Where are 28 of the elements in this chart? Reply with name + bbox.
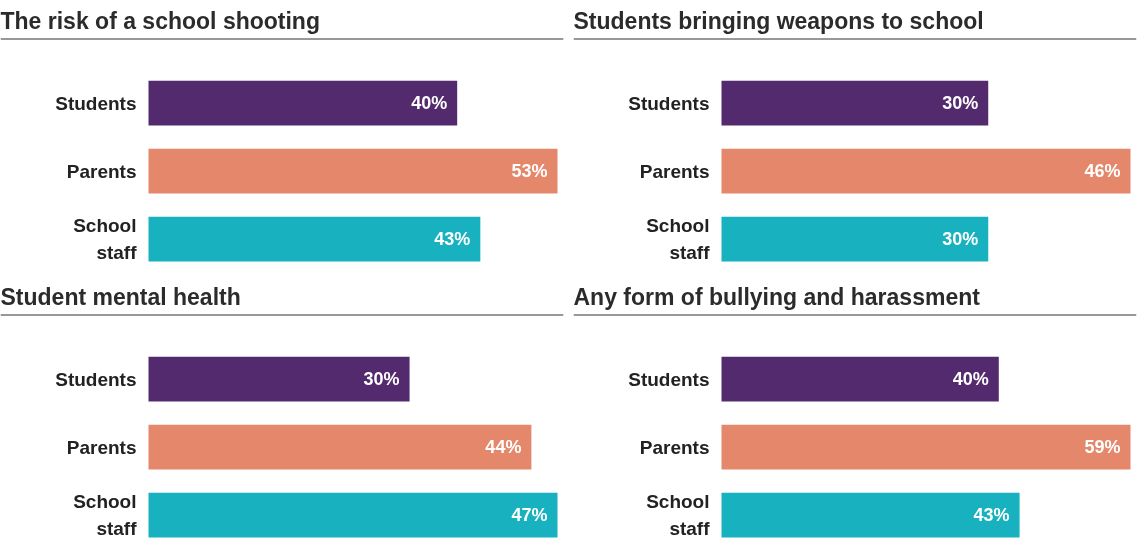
data-label: 53% [511,161,548,182]
chart-title: Student mental health [0,283,241,310]
data-label: 30% [942,93,979,114]
data-label: 46% [1084,161,1121,182]
y-tick-label: School staff [646,215,711,263]
chart-title: The risk of a school shooting [0,7,320,34]
data-label: 43% [434,229,471,250]
y-tick-label: Students [55,92,137,114]
chart-title: Students bringing weapons to school [573,7,984,34]
y-tick-label: Students [628,368,710,390]
data-label: 30% [942,229,979,250]
y-tick-label: School staff [73,491,138,539]
data-label: 40% [952,369,989,390]
y-tick-label: Parents [639,436,710,458]
data-label: 30% [363,369,400,390]
data-label: 47% [511,505,548,526]
chart-title: Any form of bullying and harassment [573,283,981,310]
y-tick-label: Parents [66,436,137,458]
y-tick-label: Students [55,368,137,390]
data-label: 59% [1084,437,1121,458]
y-tick-label: School staff [646,491,711,539]
data-label: 40% [411,93,448,114]
data-label: 43% [973,505,1010,526]
y-tick-label: Students [628,92,710,114]
data-label: 44% [485,437,522,458]
y-tick-label: Parents [66,160,137,182]
y-tick-label: School staff [73,215,138,263]
y-tick-label: Parents [639,160,710,182]
